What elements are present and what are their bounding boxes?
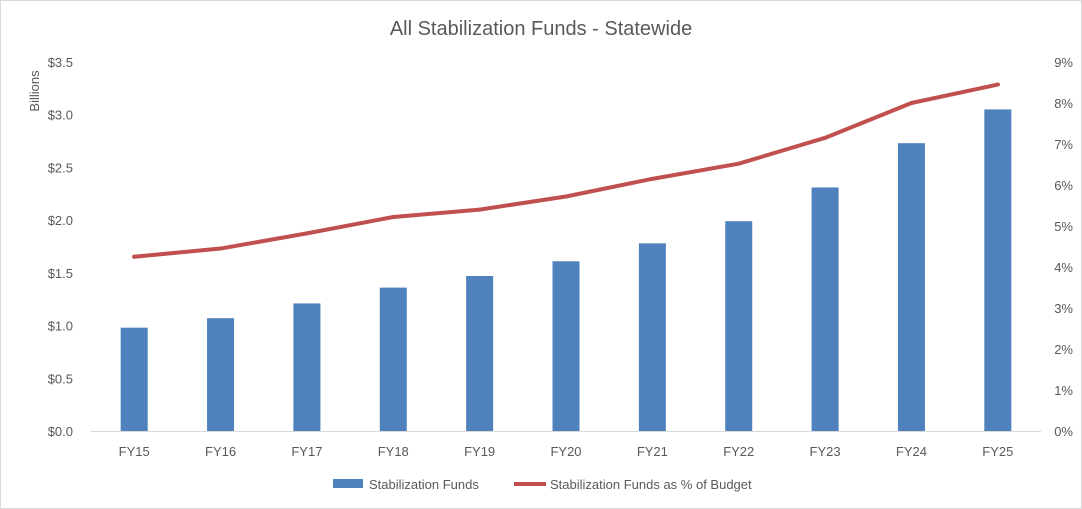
bar [897,143,925,431]
legend: Stabilization Funds Stabilization Funds a… [333,477,752,492]
line-point [391,214,396,219]
y-tick-label: $3.5 [48,55,73,70]
line-point [823,135,828,140]
y2-tick-label: 2% [1054,342,1073,357]
y2-tick-label: 8% [1054,96,1073,111]
y2-tick-label: 3% [1054,301,1073,316]
bar [120,327,148,431]
line-point [564,194,568,199]
line-point [650,176,655,181]
x-tick-label: FY18 [378,444,409,459]
y2-tick-label: 0% [1054,424,1073,439]
y-tick-label: $0.0 [48,424,73,439]
x-tick-label: FY16 [205,444,236,459]
x-tick-label: FY23 [810,444,841,459]
y-tick-label: $2.5 [48,160,73,175]
bar [638,243,666,431]
line-point [736,161,741,166]
series-line [132,82,1000,259]
y-tick-label: $0.5 [48,371,73,386]
bar [984,109,1012,431]
y-axis-label: Billions [27,70,42,112]
bar [725,221,753,431]
x-tick-label: FY17 [291,444,322,459]
chart-title: All Stabilization Funds - Statewide [390,18,692,40]
bar [293,303,321,431]
x-tick-label: FY21 [637,444,668,459]
x-tick-label: FY25 [982,444,1013,459]
x-tick-label: FY24 [896,444,927,459]
y-tick-label: $2.0 [48,213,73,228]
line-point [304,231,309,236]
y-tick-label: $1.5 [48,266,73,281]
y2-tick-label: 1% [1054,383,1073,398]
x-tick-label: FY19 [464,444,495,459]
y-tick-label: $1.0 [48,319,73,334]
x-tick-label: FY22 [723,444,754,459]
y2-tick-label: 4% [1054,260,1073,275]
line-point [132,254,137,259]
bar [552,261,580,431]
y2-tick-label: 9% [1054,55,1073,70]
bar [379,287,407,431]
legend-label: Stabilization Funds as % of Budget [550,477,752,492]
line-point [218,246,223,251]
y2-tick-label: 7% [1054,137,1073,152]
bar [207,318,235,431]
y2-tick-label: 6% [1054,178,1073,193]
x-tick-label: FY15 [119,444,150,459]
line-point [477,207,482,212]
legend-label: Stabilization Funds [369,477,479,492]
y-tick-label: $3.0 [48,108,73,123]
x-tick-label: FY20 [550,444,581,459]
plot-area: $0.0 $0.5 $1.0 $1.5 $2.0 $2.5 $3.0 $3.5 0% 1% 2% 3%… [48,55,1074,459]
line-point [995,82,1000,87]
bar [811,187,839,431]
line-point [909,101,914,105]
bar [466,276,494,431]
legend-swatch-bar [333,479,363,488]
y2-tick-label: 5% [1054,219,1073,234]
